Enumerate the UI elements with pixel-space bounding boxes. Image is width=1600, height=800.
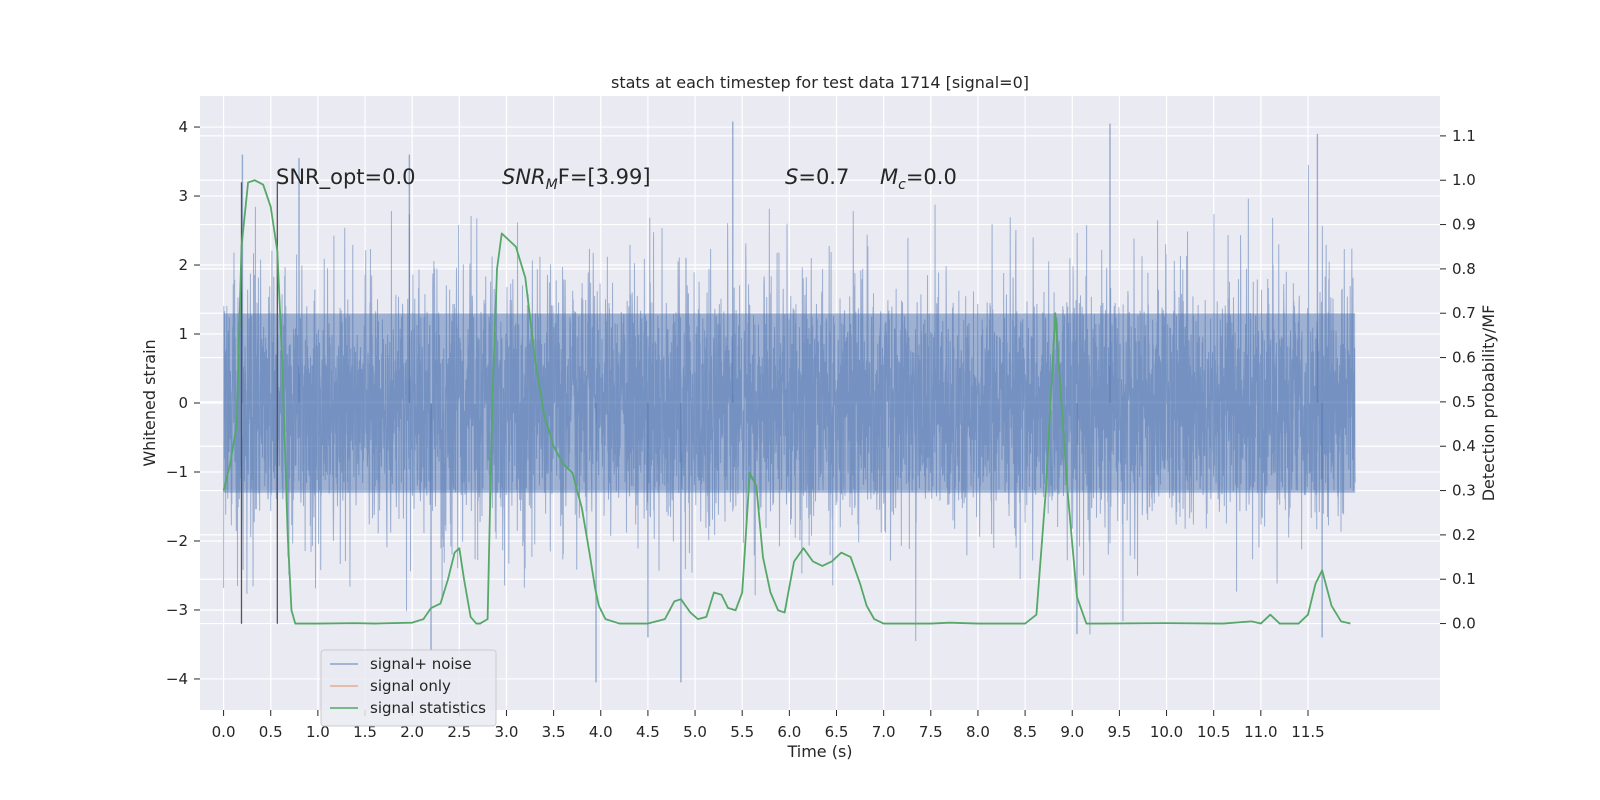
y-right-tick-label: 0.0 [1452,615,1476,633]
signal-noise-series [223,121,1356,683]
x-tick-label: 5.5 [730,723,754,741]
y-right-tick-label: 1.1 [1452,127,1476,145]
y-right-tick-label: 0.4 [1452,437,1476,455]
x-tick-label: 2.5 [447,723,471,741]
annotation-mc-sub: c [898,177,906,193]
y-tick-label: 4 [178,118,188,136]
annotation-snr-mf: SNRMF=[3.99] [502,165,651,193]
legend-box [320,649,497,727]
x-tick-label: 7.5 [919,723,943,741]
y-tick-label: −2 [166,532,188,550]
x-tick-label: 9.5 [1107,723,1131,741]
x-tick-label: 3.0 [495,723,519,741]
y-tick-label: −1 [166,463,188,481]
x-tick-label: 8.5 [1013,723,1037,741]
x-tick-label: 4.0 [589,723,613,741]
y-right-tick-label: 0.7 [1452,304,1476,322]
y-tick-label: 3 [178,187,188,205]
y-tick-label: 1 [178,325,188,343]
annotation-s-rest: =0.7 [798,165,849,189]
legend-label-signal-only: signal only [370,677,451,695]
x-tick-label: 4.5 [636,723,660,741]
annotation-mc-rest: =0.0 [906,165,957,189]
x-tick-label: 3.5 [542,723,566,741]
annotation-s: S=0.7 [785,165,849,189]
y-tick-label: −3 [166,601,188,619]
x-tick-label: 8.0 [966,723,990,741]
signal-statistics-line [222,179,1351,625]
annotation-s-var: S [785,165,798,189]
x-axis-label: Time (s) [786,742,852,761]
annotation-snr-mf-sub: M [546,177,558,193]
legend-label-signal-noise: signal+ noise [370,655,472,673]
annotation-snr-mf-rest: F=[3.99] [558,165,651,189]
y-right-tick-label: 1.0 [1452,171,1476,189]
x-tick-label: 7.0 [872,723,896,741]
y-axis-label-left: Whitened strain [140,339,159,466]
legend-label-signal-statistics: signal statistics [370,699,486,717]
x-tick-label: 5.0 [683,723,707,741]
y-axis-label-right: Detection probability/MF [1479,305,1498,502]
y-tick-labels-left: 4 3 2 1 0 −1 −2 −3 −4 [166,118,200,688]
y-right-tick-label: 0.1 [1452,570,1476,588]
y-tick-label: 2 [178,256,188,274]
annotation-snr-opt: SNR_opt=0.0 [276,165,416,190]
x-tick-label: 2.0 [400,723,424,741]
x-tick-label: 10.0 [1150,723,1183,741]
chart-title: stats at each timestep for test data 171… [611,73,1029,92]
y-right-tick-label: 0.9 [1452,216,1476,234]
annotation-mc-var: M [880,165,898,189]
y-right-tick-label: 0.6 [1452,349,1476,367]
x-tick-label: 1.5 [353,723,377,741]
y-right-tick-label: 0.8 [1452,260,1476,278]
x-tick-label: 11.5 [1291,723,1324,741]
legend: signal+ noise signal only signal statist… [320,649,497,727]
x-tick-label: 9.0 [1060,723,1084,741]
x-tick-label: 6.0 [777,723,801,741]
y-tick-label: 0 [178,394,188,412]
x-tick-label: 6.5 [825,723,849,741]
y-tick-labels-right: 1.1 1.0 0.9 0.8 0.7 0.6 0.5 0.4 0.3 0.2 0.1 0.0 [1440,127,1476,633]
x-tick-labels: 0.0 0.5 1.0 1.5 2.0 2.5 3.0 3.5 4.0 4.5 5.0 5.5 6.0 6… [212,710,1325,741]
y-tick-label: −4 [166,670,188,688]
x-tick-label: 1.0 [306,723,330,741]
annotation-snr-mf-base: SNR [502,165,546,189]
x-tick-label: 0.5 [259,723,283,741]
x-tick-label: 11.0 [1244,723,1277,741]
x-tick-label: 10.5 [1197,723,1230,741]
y-right-tick-label: 0.3 [1452,482,1476,500]
x-tick-label: 0.0 [212,723,236,741]
annotation-mc: Mc=0.0 [880,165,957,193]
y-right-tick-label: 0.5 [1452,393,1476,411]
y-right-tick-label: 0.2 [1452,526,1476,544]
signal-noise-line [223,164,1356,642]
signal-statistics-series [222,179,1351,625]
